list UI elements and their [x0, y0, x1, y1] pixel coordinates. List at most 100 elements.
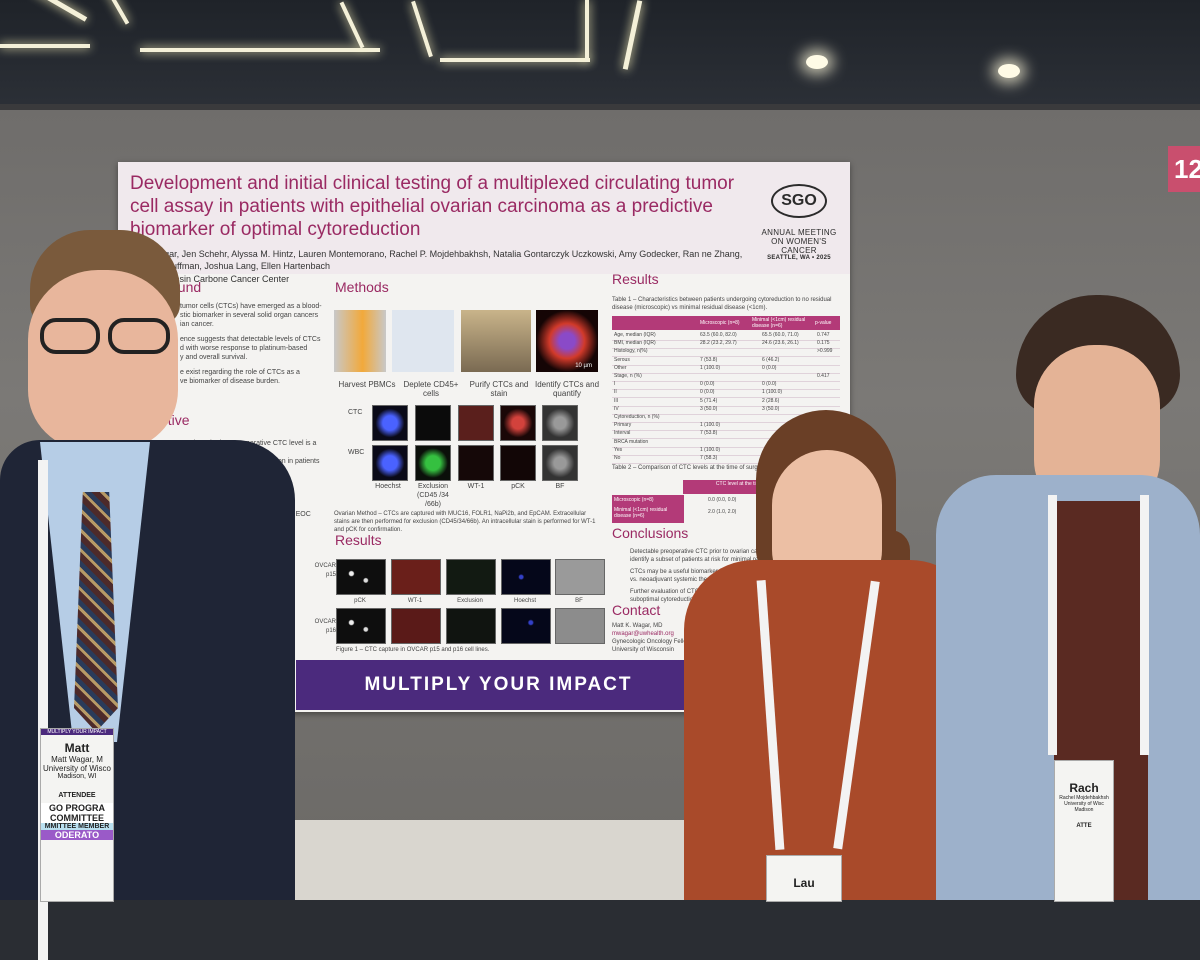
- table1-body: Age, median (IQR) 63.5 (60.0, 82.0) 65.5 (…: [612, 332, 840, 464]
- contact-line: Gynecologic Oncology Fellow: [612, 639, 692, 645]
- logo-line: ANNUAL MEETING: [761, 228, 837, 237]
- table1-cell: IV: [614, 405, 619, 412]
- table1-cell: Primary: [614, 422, 632, 429]
- table2-row-label: Minimal (<1cm) residual disease (n=6): [614, 507, 668, 519]
- patterned-tie: [74, 492, 118, 732]
- p16-hoechst-image: [501, 608, 551, 644]
- wbc-hoechst-image: [372, 445, 408, 481]
- table1-cell: Age, median (IQR): [614, 332, 656, 338]
- results-stain-label: Exclusion: [457, 598, 483, 604]
- ctc-wt1-image: [458, 405, 494, 441]
- name-badge: Lau: [766, 855, 842, 902]
- table1-cell: III: [614, 397, 619, 404]
- table1-cell: 2 (28.6): [762, 397, 780, 404]
- text-line: vs. neoadjuvant systemic therapy.: [630, 577, 720, 583]
- poster-affiliation: of Wisconsin Carbone Cancer Center: [140, 274, 290, 284]
- results-row-label: OVCAR p16: [314, 619, 336, 634]
- poster-authors: K. Wagar, Jen Schehr, Alyssa M. Hintz, L…: [140, 249, 743, 271]
- person-middle: Lau: [680, 410, 980, 902]
- p16-bf-image: [555, 608, 605, 644]
- logo-line: SEATTLE, WA • 2025: [767, 255, 831, 261]
- p16-wt1-image: [391, 608, 441, 644]
- table1-row: BRCA mutation: [612, 439, 840, 448]
- table1-cell: 3 (50.0): [700, 405, 718, 412]
- table2-row-label: Microscopic (n=8): [614, 497, 654, 503]
- table1-row: Other 1 (100.0) 0 (0.0): [612, 365, 840, 374]
- conclusions-text: Detectable preoperative CTC prior to ova…: [630, 548, 840, 604]
- badge-city: Madison: [1074, 807, 1094, 813]
- instrument-image: [461, 310, 531, 372]
- lanyard: [38, 460, 48, 960]
- table1-row: BMI, median (IQR) 28.2 (23.2, 29.7) 24.6 (…: [612, 340, 840, 350]
- results-stain-label: BF: [575, 598, 583, 604]
- text-line: d with worse response to platinum-based: [180, 345, 308, 352]
- table1-cell: BRCA mutation: [614, 438, 649, 445]
- badge-organization: University of Wisco: [42, 764, 111, 773]
- ctc-pck-image: [500, 405, 536, 441]
- wbc-wt1-image: [458, 445, 494, 481]
- table1-cell: 63.5 (60.0, 82.0): [700, 332, 737, 338]
- lanyard: [1140, 495, 1149, 755]
- ceiling-light: [440, 58, 590, 62]
- table1-cell: No: [614, 455, 621, 461]
- p16-exclusion-image: [446, 608, 496, 644]
- figure-caption: Figure 1 – CTC capture in OVCAR p15 and …: [336, 647, 490, 653]
- table1-cell: 1 (100.0): [700, 364, 721, 371]
- text-line: y and overall survival.: [180, 354, 248, 361]
- glasses-right-lens: [108, 318, 170, 354]
- table1-cell: BMI, median (IQR): [614, 340, 656, 347]
- table1-cell: 7 (53.8): [700, 356, 718, 363]
- row-label-ctc: CTC: [348, 409, 363, 416]
- sgo-logo-mark: SGO: [771, 184, 827, 218]
- lanyard: [1048, 495, 1057, 755]
- table1-cell: Histology, n(%): [614, 348, 648, 355]
- stain-label: pCK: [511, 483, 525, 490]
- badge-city: Madison, WI: [57, 773, 97, 780]
- contact-line: University of Wisconsin: [612, 647, 675, 653]
- ctc-bf-image: [542, 405, 578, 441]
- spotlight: [998, 64, 1020, 78]
- table1-caption: Table 1 – Characteristics between patien…: [612, 297, 832, 311]
- poster-title: Development and initial clinical testing…: [130, 173, 735, 240]
- table1-cell: 5 (71.4): [700, 397, 718, 404]
- p15-hoechst-image: [501, 559, 551, 595]
- ctc-microscopy-image: 10 µm: [536, 310, 598, 372]
- table1-cell: Other: [614, 364, 627, 371]
- ceiling-light: [622, 0, 643, 70]
- table1-cell: Interval: [614, 430, 631, 437]
- table1-row: Interval 7 (53.8): [612, 430, 840, 440]
- badge-name: Lau: [793, 876, 815, 890]
- ceiling: [0, 0, 1200, 110]
- table1-cell: 1 (100.0): [700, 446, 721, 453]
- text-line: CTCs may be a useful biomarker to select…: [630, 569, 768, 575]
- text-line: ve biomarker of disease burden.: [180, 378, 280, 385]
- table1-row: Age, median (IQR) 63.5 (60.0, 82.0) 65.5 (…: [612, 332, 840, 341]
- table1-cell: 0.747: [817, 332, 830, 338]
- sgo-logo: SGO ANNUAL MEETING ON WOMEN'S CANCER SEA…: [754, 184, 844, 269]
- badge-ribbon: COMMITTEE: [41, 813, 113, 823]
- name-badge: Rach Rachel Mojdehbakhsh University of W…: [1054, 760, 1114, 902]
- section-methods-heading: Methods: [335, 279, 389, 295]
- table1-row: IV 3 (50.0) 3 (50.0): [612, 406, 840, 415]
- contact-block: Matt K. Wagar, MD mwagar@uwhealth.org Gy…: [612, 622, 772, 654]
- table1-row: Cytoreduction, n (%): [612, 414, 840, 423]
- ceiling-light: [585, 0, 589, 62]
- badge-role: ATTE: [1076, 823, 1092, 829]
- section-conclusions-heading: Conclusions: [612, 525, 689, 541]
- row-label-wbc: WBC: [348, 449, 365, 456]
- badge-ribbon: MMITTEE MEMBER: [41, 823, 113, 830]
- text-line: ian cancer.: [180, 321, 214, 328]
- table1-row: Yes 1 (100.0): [612, 447, 840, 456]
- table2-caption: Table 2 – Comparison of CTC levels at th…: [612, 465, 785, 471]
- research-poster: Development and initial clinical testing…: [118, 162, 850, 712]
- results-stain-label: Hoechst: [513, 598, 536, 604]
- text-line: ence suggests that detectable levels of …: [180, 336, 321, 343]
- table1-cell: 0 (0.0): [762, 381, 777, 388]
- text-line: identify a subset of patients at risk fo…: [630, 557, 775, 563]
- table1-row: Stage, n (%) 0.417: [612, 373, 840, 382]
- table1-cell: 24.6 (23.6, 26.1): [762, 340, 799, 347]
- p15-wt1-image: [391, 559, 441, 595]
- badge-role: ATTENDEE: [58, 792, 96, 799]
- results-row-label: OVCAR p15: [314, 563, 336, 578]
- table1-row: No 7 (58.3): [612, 455, 840, 464]
